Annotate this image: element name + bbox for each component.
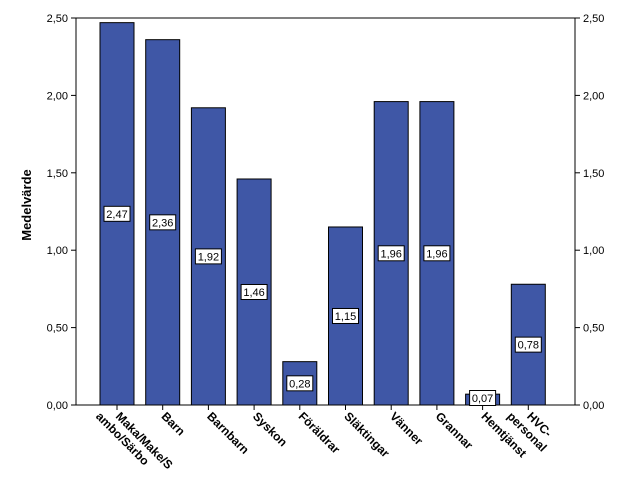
- x-category-label-line: Vänner: [387, 409, 426, 448]
- x-category-label: Syskon: [250, 409, 290, 449]
- x-category-label-line: Barn: [159, 409, 188, 438]
- x-category-label-line: Föräldrar: [296, 409, 343, 456]
- y-tick-label-left: 1,50: [47, 168, 68, 180]
- data-label: 1,96: [380, 248, 401, 260]
- y-tick-label-left: 1,00: [47, 245, 68, 257]
- data-label-box: [469, 390, 497, 406]
- data-label-box: [332, 307, 359, 324]
- x-category-label: Vänner: [387, 409, 426, 448]
- x-category-label: Barnbarn: [204, 409, 252, 457]
- data-label-box: [423, 245, 451, 262]
- y-tick-label-right: 1,50: [583, 168, 604, 180]
- data-label: 0,78: [518, 340, 539, 352]
- y-tick-label-left: 2,00: [47, 90, 68, 102]
- y-tick-label-right: 2,50: [583, 13, 604, 25]
- data-label-box: [149, 214, 177, 231]
- data-label: 0,07: [472, 393, 493, 405]
- y-tick-label-left: 0,50: [47, 323, 68, 335]
- plot-frame: [75, 17, 576, 406]
- data-label: 1,92: [198, 251, 219, 263]
- data-label-box: [194, 248, 222, 265]
- data-label-box: [286, 375, 314, 392]
- data-label-box: [377, 245, 405, 262]
- x-category-label: Föräldrar: [296, 409, 343, 456]
- data-label: 2,36: [152, 217, 173, 229]
- x-category-label-line: Barnbarn: [204, 409, 252, 457]
- data-label: 1,96: [426, 248, 447, 260]
- x-category-label-line: Grannar: [433, 409, 476, 452]
- y-tick-label-right: 0,50: [583, 323, 604, 335]
- y-tick-label-right: 0,00: [583, 400, 604, 412]
- y-tick-label-right: 1,00: [583, 245, 604, 257]
- x-category-label-line: Släktingar: [341, 409, 392, 460]
- data-label: 2,47: [106, 209, 127, 221]
- x-category-label: Släktingar: [341, 409, 392, 460]
- y-axis-title: Medelvärde: [19, 169, 34, 241]
- data-label: 1,15: [335, 311, 356, 323]
- y-tick-label-right: 2,00: [583, 90, 604, 102]
- data-label-box: [514, 336, 542, 353]
- data-label-box: [240, 283, 268, 300]
- x-category-label-line: Syskon: [250, 409, 290, 449]
- data-label: 1,46: [243, 287, 264, 299]
- data-label: 0,28: [289, 378, 310, 390]
- x-category-label: Barn: [159, 409, 188, 438]
- y-tick-label-left: 2,50: [47, 13, 68, 25]
- data-label-box: [103, 205, 131, 222]
- x-category-label: Grannar: [433, 409, 476, 452]
- y-tick-label-left: 0,00: [47, 400, 68, 412]
